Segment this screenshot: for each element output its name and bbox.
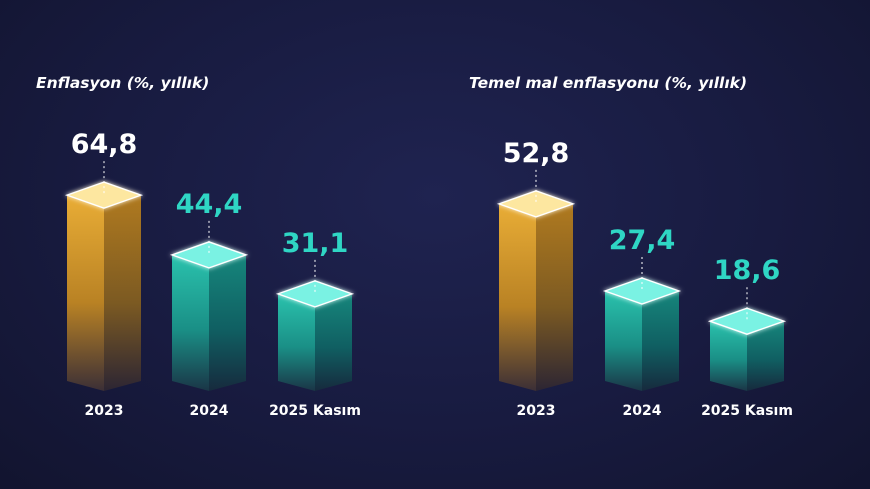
bar-chart: 52,8 2023 27,4 2024 18,6 2025 Kasım: [496, 138, 793, 419]
bar-top: [496, 190, 576, 218]
chart-panel-inflation: Enflasyon (%, yıllık) 64,8 2023 44,4 2024 31…: [36, 74, 361, 419]
bar-top: [275, 280, 355, 308]
bar-2024: [169, 220, 249, 391]
bar-face-side: [536, 203, 573, 391]
bar-face-front: [67, 195, 104, 391]
chart-title: Temel mal enflasyonu (%, yıllık): [469, 74, 748, 92]
value-label: 27,4: [609, 225, 676, 256]
category-label: 2025 Kasım: [269, 403, 361, 419]
category-label: 2024: [623, 403, 662, 419]
chart-panel-core-goods-inflation: Temel mal enflasyonu (%, yıllık) 52,8 202…: [435, 0, 870, 489]
bar-top: [707, 307, 787, 335]
bar-face-front: [278, 293, 315, 391]
bar-2025-kasım: [707, 287, 787, 391]
bar-face-front: [710, 321, 747, 391]
value-label: 64,8: [71, 129, 138, 160]
bar-face-side: [642, 291, 679, 391]
bar-top: [602, 277, 682, 305]
bar-face-side: [315, 293, 352, 391]
chart-title: Enflasyon (%, yıllık): [36, 74, 210, 92]
bar-2023: [64, 161, 144, 391]
category-label: 2023: [85, 403, 124, 419]
value-label: 52,8: [503, 138, 570, 169]
value-label: 31,1: [282, 228, 349, 259]
bar-face-side: [104, 195, 141, 391]
bar-2023: [496, 169, 576, 391]
bar-chart: 64,8 2023 44,4 2024 31,1 2025 Kasım: [64, 129, 361, 419]
value-label: 18,6: [714, 255, 781, 286]
bar-2025-kasım: [275, 259, 355, 391]
bar-face-front: [172, 254, 209, 391]
category-label: 2025 Kasım: [701, 403, 793, 419]
value-label: 44,4: [176, 189, 243, 220]
bar-face-front: [605, 291, 642, 391]
bar-face-front: [499, 203, 536, 391]
category-label: 2024: [190, 403, 229, 419]
bar-top: [64, 181, 144, 209]
category-label: 2023: [517, 403, 556, 419]
bar-face-side: [209, 254, 246, 391]
bar-face-side: [747, 321, 784, 391]
bar-top: [169, 241, 249, 269]
bar-2024: [602, 257, 682, 391]
